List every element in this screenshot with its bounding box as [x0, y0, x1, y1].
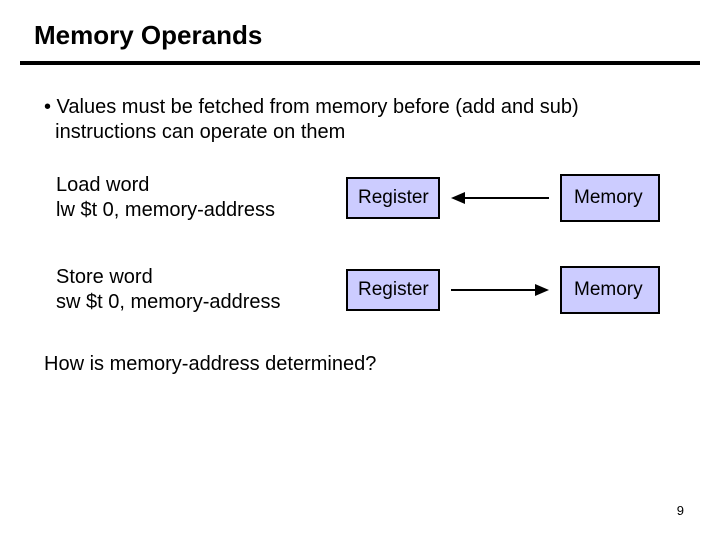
memory-box-load: Memory — [560, 174, 660, 222]
arrow-right-icon — [445, 280, 555, 300]
memory-box-store: Memory — [560, 266, 660, 314]
arrow-load — [440, 188, 560, 208]
page-number: 9 — [677, 503, 684, 518]
register-box-load: Register — [346, 177, 440, 219]
row-load: Load word lw $t 0, memory-address Regist… — [0, 145, 720, 223]
instr-load-line2: lw $t 0, memory-address — [56, 199, 275, 221]
instr-store-line2: sw $t 0, memory-address — [56, 291, 281, 313]
instr-load: Load word lw $t 0, memory-address — [56, 173, 346, 223]
register-box-store: Register — [346, 269, 440, 311]
instr-load-line1: Load word — [56, 174, 149, 196]
bullet-text: • Values must be fetched from memory bef… — [0, 65, 720, 145]
slide-container: Memory Operands • Values must be fetched… — [0, 0, 720, 540]
arrow-left-icon — [445, 188, 555, 208]
instr-store-line1: Store word — [56, 266, 153, 288]
arrow-store — [440, 280, 560, 300]
row-store: Store word sw $t 0, memory-address Regis… — [0, 223, 720, 315]
question-text: How is memory-address determined? — [0, 315, 720, 376]
slide-title: Memory Operands — [0, 20, 720, 61]
bullet-line-2: instructions can operate on them — [55, 121, 345, 143]
bullet-line-1: • Values must be fetched from memory bef… — [44, 96, 579, 118]
instr-store: Store word sw $t 0, memory-address — [56, 265, 346, 315]
